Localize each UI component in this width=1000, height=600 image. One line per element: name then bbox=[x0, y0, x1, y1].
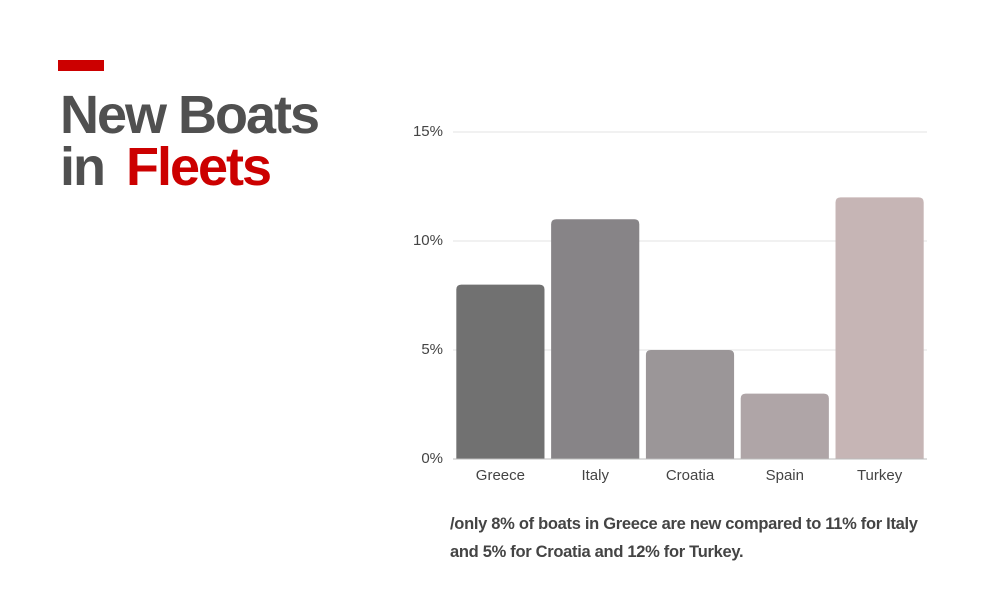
bar bbox=[645, 350, 735, 459]
chart-title: Fleets bbox=[126, 137, 270, 197]
bar bbox=[835, 197, 924, 459]
chart-title: New Boats bbox=[60, 85, 318, 145]
x-tick-label: Greece bbox=[476, 467, 525, 484]
bar bbox=[551, 219, 640, 459]
y-tick-label: 5% bbox=[421, 341, 443, 358]
y-tick-label: 10% bbox=[413, 232, 443, 249]
x-tick-label: Spain bbox=[766, 467, 804, 484]
y-tick-label: 15% bbox=[413, 123, 443, 140]
bar bbox=[456, 284, 545, 459]
bar bbox=[740, 393, 829, 459]
x-tick-label: Turkey bbox=[857, 467, 903, 484]
y-tick-label: 0% bbox=[421, 450, 443, 467]
x-tick-label: Croatia bbox=[666, 467, 715, 484]
x-tick-label: Italy bbox=[581, 467, 609, 484]
accent-bar bbox=[58, 60, 104, 71]
chart-title: in bbox=[60, 137, 104, 197]
caption: /only 8% of boats in Greece are new comp… bbox=[450, 515, 918, 561]
